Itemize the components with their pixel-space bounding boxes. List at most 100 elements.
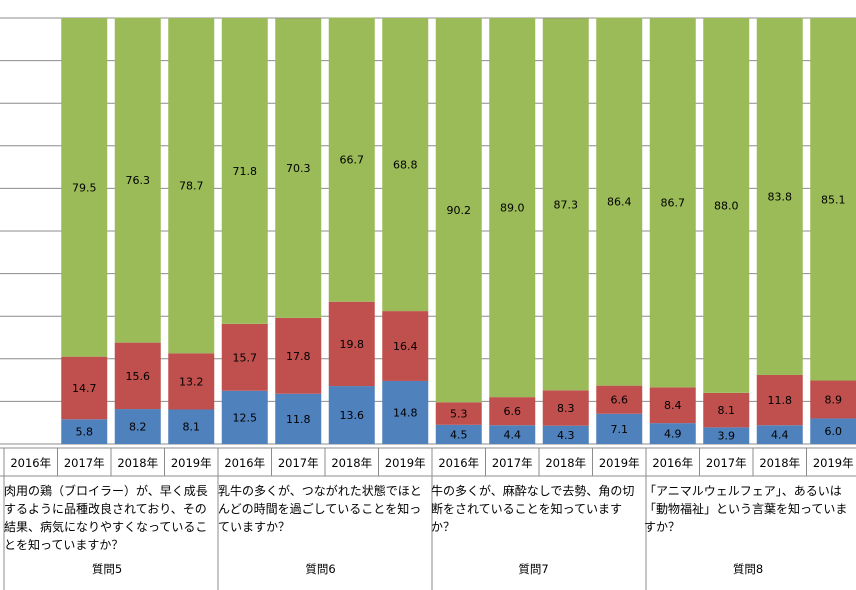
data-label: 8.1 (183, 421, 201, 434)
year-tick-label: 2018年 (117, 456, 158, 470)
data-label: 8.2 (129, 421, 147, 434)
bar-segment (382, 18, 429, 312)
year-tick-label: 2016年 (224, 456, 265, 470)
bar-segment (596, 17, 643, 386)
data-label: 76.3 (126, 174, 151, 187)
question-7-label: 質問7 (518, 562, 549, 576)
bar-segment (703, 18, 750, 393)
bar-segment (275, 317, 322, 394)
year-tick-label: 2018年 (331, 456, 372, 470)
bar-segment (382, 380, 429, 444)
bar-segment (756, 18, 803, 375)
bars (61, 17, 856, 444)
bar-segment (61, 18, 108, 357)
year-tick-label: 2016年 (652, 456, 693, 470)
data-label: 86.7 (661, 197, 686, 210)
data-label: 86.4 (607, 196, 632, 209)
data-label: 8.3 (557, 402, 575, 415)
data-label: 6.6 (504, 405, 522, 418)
table-lines (0, 447, 856, 590)
year-labels: 2016年 2017年 2018年 2019年 2016年 2017年 2018年 2019年… (10, 456, 853, 470)
bar-segment (596, 413, 643, 444)
bar-segment (114, 409, 161, 444)
year-tick-label: 2017年 (278, 456, 319, 470)
bar-segment (168, 353, 215, 410)
year-tick-label: 2018年 (759, 456, 800, 470)
bar-segment (114, 342, 161, 410)
bar-segment (435, 402, 482, 425)
bar-segment (810, 380, 856, 419)
bar-segment (542, 18, 589, 391)
data-label: 17.8 (286, 350, 311, 363)
bar-segment (596, 385, 643, 414)
data-label: 6.6 (611, 394, 629, 407)
bar-segment (221, 323, 268, 391)
data-label: 78.7 (179, 180, 204, 193)
data-label: 66.7 (340, 154, 365, 167)
data-label: 3.9 (718, 430, 736, 443)
bar-segment (114, 17, 161, 343)
data-label: 89.0 (500, 202, 525, 215)
data-label: 11.8 (286, 413, 311, 426)
bar-segment (703, 427, 750, 444)
question-6-label: 質問6 (305, 562, 336, 576)
data-label: 16.4 (393, 340, 418, 353)
data-label: 4.9 (664, 428, 682, 441)
bar-segment (756, 374, 803, 426)
data-label: 79.5 (72, 181, 97, 194)
data-label: 5.3 (450, 408, 468, 421)
data-label: 4.3 (557, 429, 575, 442)
bar-segment (435, 424, 482, 444)
data-label: 15.7 (233, 351, 258, 364)
bar-segment (810, 418, 856, 444)
bar-segment (328, 17, 375, 302)
category-table: 肉用の鶏（ブロイラー）が、早く成長するように品種改良されており、その結果、病気に… (0, 448, 856, 590)
bar-segment (328, 301, 375, 387)
data-label: 14.8 (393, 406, 418, 419)
question-7-text: 牛の多くが、麻酔なしで去勢、角の切断をされていることを知っていますか？ (431, 484, 635, 534)
data-label: 15.6 (126, 370, 151, 383)
year-tick-label: 2016年 (438, 456, 479, 470)
data-label: 88.0 (714, 199, 739, 212)
data-label: 19.8 (340, 338, 365, 351)
data-label: 14.7 (72, 382, 97, 395)
data-label: 7.1 (611, 423, 629, 436)
bar-segment (275, 393, 322, 444)
year-tick-label: 2019年 (385, 456, 426, 470)
bar-segment (489, 397, 536, 426)
bar-segment (221, 390, 268, 444)
bar-segment (649, 387, 696, 424)
year-tick-label: 2017年 (706, 456, 747, 470)
question-6-text: 乳牛の多くが、つながれた状態でほとんどの時間を過ごしていることを知っていますか？ (218, 484, 422, 534)
data-label: 71.8 (233, 165, 258, 178)
bar-segment (810, 18, 856, 381)
data-label: 13.6 (340, 409, 365, 422)
data-label: 11.8 (768, 394, 793, 407)
year-tick-label: 2019年 (171, 456, 212, 470)
data-label: 4.4 (504, 429, 522, 442)
bar-segment (168, 409, 215, 444)
bar-segment (382, 311, 429, 381)
data-label: 87.3 (554, 198, 579, 211)
data-label: 4.5 (450, 428, 468, 441)
data-label: 85.1 (821, 193, 846, 206)
question-5-text: 肉用の鶏（ブロイラー）が、早く成長するように品種改良されており、その結果、病気に… (4, 484, 208, 552)
data-label: 90.2 (447, 204, 472, 217)
year-tick-label: 2017年 (64, 456, 105, 470)
question-8-label: 質問8 (732, 562, 764, 576)
question-5-label: 質問5 (91, 562, 123, 576)
bar-segment (649, 18, 696, 388)
bar-segment (275, 18, 322, 318)
bar-segment (328, 386, 375, 444)
data-label: 4.4 (771, 429, 789, 442)
bar-segment (489, 18, 536, 398)
bar-segment (542, 390, 589, 426)
data-label: 12.5 (233, 411, 258, 424)
data-label: 5.8 (76, 426, 94, 439)
data-label: 68.8 (393, 159, 418, 172)
data-label: 6.0 (825, 425, 843, 438)
question-8-text: 「アニマルウェルフェア」、あるいは「動物福祉」という言葉を知っていますか？ (644, 484, 848, 534)
year-tick-label: 2018年 (545, 456, 586, 470)
year-tick-label: 2019年 (599, 456, 640, 470)
